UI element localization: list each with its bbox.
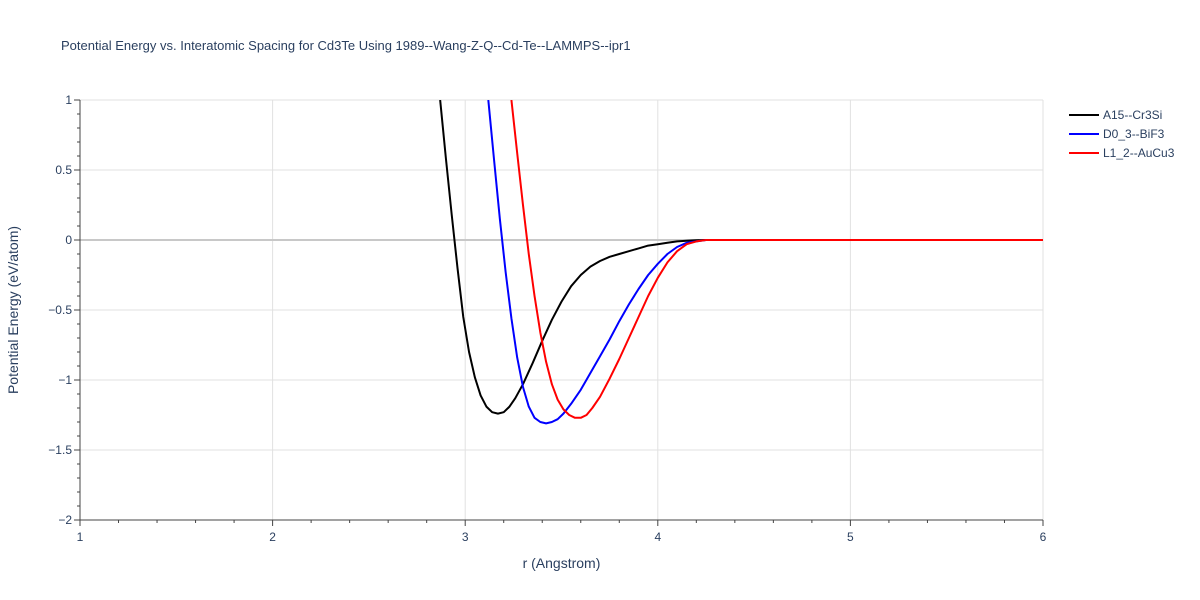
legend-label: A15--Cr3Si: [1103, 108, 1162, 122]
y-tick-label: −1: [58, 373, 72, 387]
legend-label: D0_3--BiF3: [1103, 127, 1165, 141]
y-tick-label: 1: [65, 93, 72, 107]
x-axis-title: r (Angstrom): [523, 555, 601, 571]
x-tick-label: 2: [269, 530, 276, 544]
series-line-0: [440, 100, 1043, 414]
x-tick-label: 6: [1040, 530, 1047, 544]
chart-title: Potential Energy vs. Interatomic Spacing…: [61, 38, 631, 53]
legend-item-2[interactable]: L1_2--AuCu3: [1069, 146, 1175, 160]
y-tick-label: −1.5: [48, 443, 72, 457]
legend-item-1[interactable]: D0_3--BiF3: [1069, 127, 1165, 141]
x-tick-label: 5: [847, 530, 854, 544]
x-tick-label: 3: [462, 530, 469, 544]
x-tick-label: 4: [654, 530, 661, 544]
series-line-1: [488, 100, 1043, 423]
y-axis-title: Potential Energy (eV/atom): [5, 226, 21, 394]
y-tick-label: −2: [58, 513, 72, 527]
series-layer: [440, 100, 1043, 423]
legend[interactable]: A15--Cr3Si D0_3--BiF3 L1_2--AuCu3: [1069, 108, 1175, 160]
grid: [80, 100, 1043, 520]
x-tick-label: 1: [77, 530, 84, 544]
y-tick-label: 0: [65, 233, 72, 247]
y-tick-label: −0.5: [48, 303, 72, 317]
axes: 1 2 3 4 5 6 1 0.5 0 −0.5 −1 −1.5 −2: [48, 93, 1046, 544]
legend-label: L1_2--AuCu3: [1103, 146, 1175, 160]
legend-item-0[interactable]: A15--Cr3Si: [1069, 108, 1162, 122]
y-tick-label: 0.5: [55, 163, 72, 177]
